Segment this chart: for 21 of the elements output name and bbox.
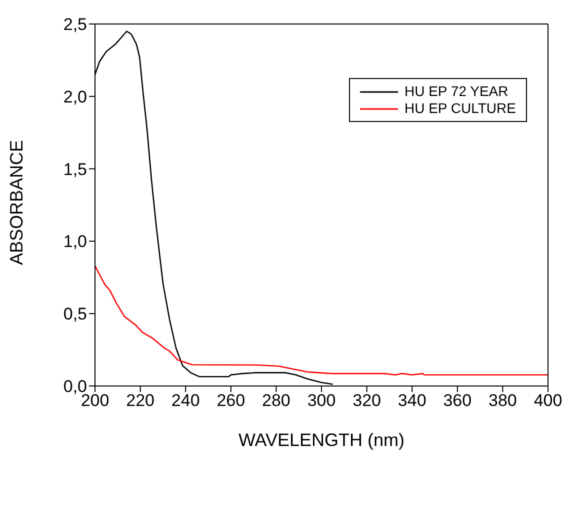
x-tick-label: 200 <box>80 391 110 410</box>
legend-label: HU EP CULTURE <box>404 100 516 117</box>
legend-label: HU EP 72 YEAR <box>404 83 508 100</box>
x-axis-title: WAVELENGTH (nm) <box>238 430 405 450</box>
y-tick-label: 2,0 <box>63 87 87 106</box>
y-tick-label: 0,5 <box>63 304 87 324</box>
line-series <box>95 265 548 376</box>
x-tick-label: 280 <box>262 391 290 410</box>
y-tick-label: 1,5 <box>63 160 87 179</box>
x-tick-label: 300 <box>307 391 336 410</box>
y-tick-label: 2,5 <box>63 15 87 34</box>
x-tick-label: 220 <box>126 391 154 410</box>
x-tick-label: 340 <box>398 391 426 410</box>
y-tick-label: 1,0 <box>63 232 87 252</box>
x-tick-label: 320 <box>352 391 381 410</box>
x-tick-label: 400 <box>534 391 562 410</box>
x-tick-label: 360 <box>443 391 472 410</box>
y-axis-title: ABSORBANCE <box>6 140 26 265</box>
x-tick-label: 240 <box>171 391 200 410</box>
x-tick-label: 380 <box>488 391 517 410</box>
x-tick-label: 260 <box>216 391 246 410</box>
